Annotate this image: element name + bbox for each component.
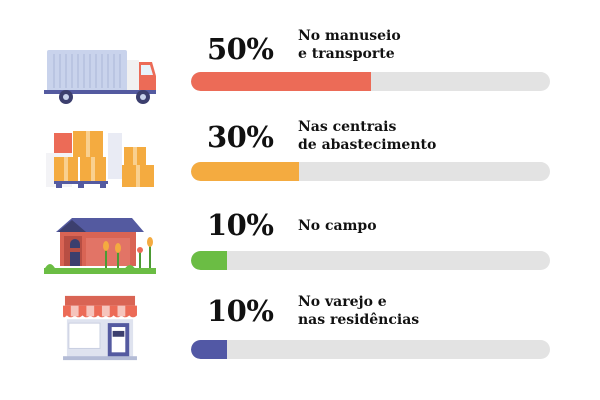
category-label: No campo [298,218,377,234]
value-label: 30% [207,120,274,154]
shop-icon [63,295,137,361]
value-label: 50% [207,32,274,66]
category-label: No manuseio e transporte [298,28,401,62]
value-label: 10% [207,208,274,242]
bar [191,162,299,181]
value-label: 10% [207,294,274,328]
progress-track [191,251,550,270]
bar [191,251,227,270]
bar [191,340,227,359]
progress-track [191,72,550,91]
row-field: 10% No campo [0,208,600,300]
truck-icon [44,50,156,104]
row-retail-homes: 10% No varejo e nas residências [0,290,600,380]
row-handling-transport: 50% No manuseio e transporte [0,28,600,122]
farm-barn-icon [44,218,156,274]
category-label: Nas centrais de abastecimento [298,119,437,153]
row-supply-centers: 30% Nas centrais de abastecimento [0,119,600,217]
bar [191,72,371,91]
boxes-icon [46,131,154,188]
category-label: No varejo e nas residências [298,294,420,328]
progress-track [191,162,550,181]
progress-track [191,340,550,359]
